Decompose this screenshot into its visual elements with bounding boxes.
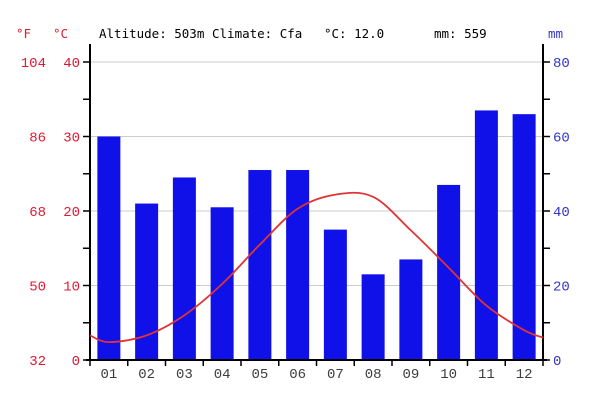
fahrenheit-tick-label: 50 bbox=[29, 280, 46, 296]
mm-tick-label: 60 bbox=[553, 131, 570, 147]
month-label: 05 bbox=[251, 367, 268, 383]
fahrenheit-tick-label: 104 bbox=[21, 56, 46, 72]
title-total-precip: mm: 559 bbox=[434, 26, 487, 41]
precip-bar-02 bbox=[135, 203, 159, 360]
title-mean-temp: °C: 12.0 bbox=[324, 26, 385, 41]
month-label: 12 bbox=[516, 367, 533, 383]
precip-bar-03 bbox=[172, 177, 196, 360]
title-climate: Climate: Cfa bbox=[212, 26, 303, 41]
celsius-tick-label: 40 bbox=[63, 56, 80, 72]
precip-bar-10 bbox=[437, 184, 461, 360]
month-label: 11 bbox=[478, 367, 495, 383]
month-label: 01 bbox=[100, 367, 117, 383]
mm-axis-title: mm bbox=[548, 26, 564, 41]
celsius-tick-label: 0 bbox=[72, 354, 80, 370]
title-altitude: Altitude: 503m bbox=[99, 26, 205, 41]
celsius-tick-label: 20 bbox=[63, 205, 80, 221]
celsius-axis-title: °C bbox=[53, 26, 69, 41]
precip-bar-01 bbox=[97, 136, 121, 360]
precip-bar-09 bbox=[399, 259, 423, 360]
mm-tick-label: 80 bbox=[553, 56, 570, 72]
mm-tick-label: 40 bbox=[553, 205, 570, 221]
fahrenheit-axis-title: °F bbox=[16, 26, 32, 41]
month-label: 04 bbox=[214, 367, 231, 383]
precip-bar-07 bbox=[323, 229, 347, 360]
month-label: 06 bbox=[289, 367, 306, 383]
month-label: 02 bbox=[138, 367, 155, 383]
mm-tick-label: 20 bbox=[553, 280, 570, 296]
fahrenheit-tick-label: 32 bbox=[29, 354, 46, 370]
precip-bar-11 bbox=[474, 110, 498, 360]
fahrenheit-tick-label: 86 bbox=[29, 131, 46, 147]
celsius-tick-label: 30 bbox=[63, 131, 80, 147]
precip-bar-05 bbox=[248, 170, 272, 360]
precip-bar-06 bbox=[286, 170, 310, 360]
month-label: 03 bbox=[176, 367, 193, 383]
temperature-line bbox=[89, 191, 544, 344]
month-label: 09 bbox=[402, 367, 419, 383]
precip-bar-08 bbox=[361, 274, 385, 360]
month-label: 07 bbox=[327, 367, 344, 383]
celsius-tick-label: 10 bbox=[63, 280, 80, 296]
month-label: 08 bbox=[365, 367, 382, 383]
month-label: 10 bbox=[440, 367, 457, 383]
fahrenheit-tick-label: 68 bbox=[29, 205, 46, 221]
precip-bar-12 bbox=[512, 114, 536, 361]
mm-tick-label: 0 bbox=[553, 354, 561, 370]
